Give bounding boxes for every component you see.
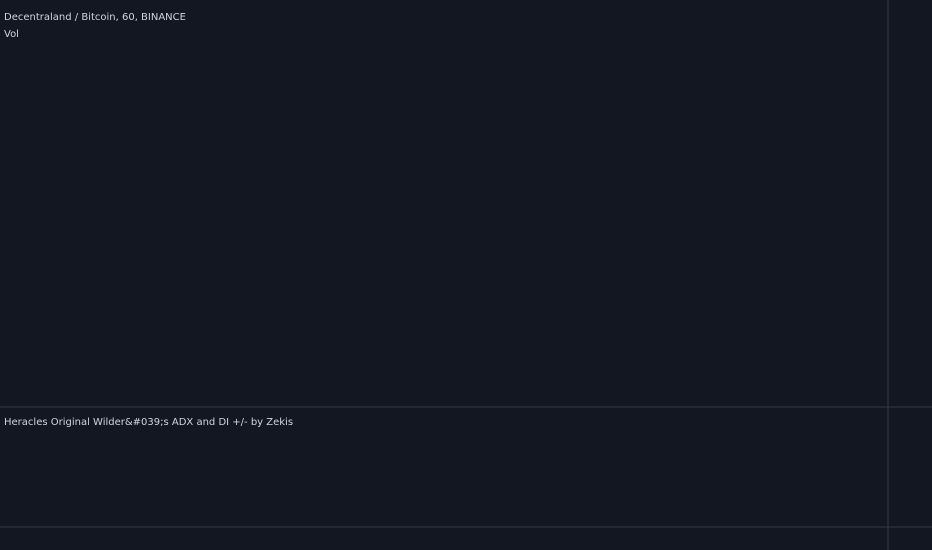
price-title: Decentraland / Bitcoin, 60, BINANCE — [4, 12, 186, 23]
indicator-title: Heracles Original Wilder&#039;s ADX and … — [4, 417, 293, 428]
volume-title: Vol — [4, 29, 19, 40]
